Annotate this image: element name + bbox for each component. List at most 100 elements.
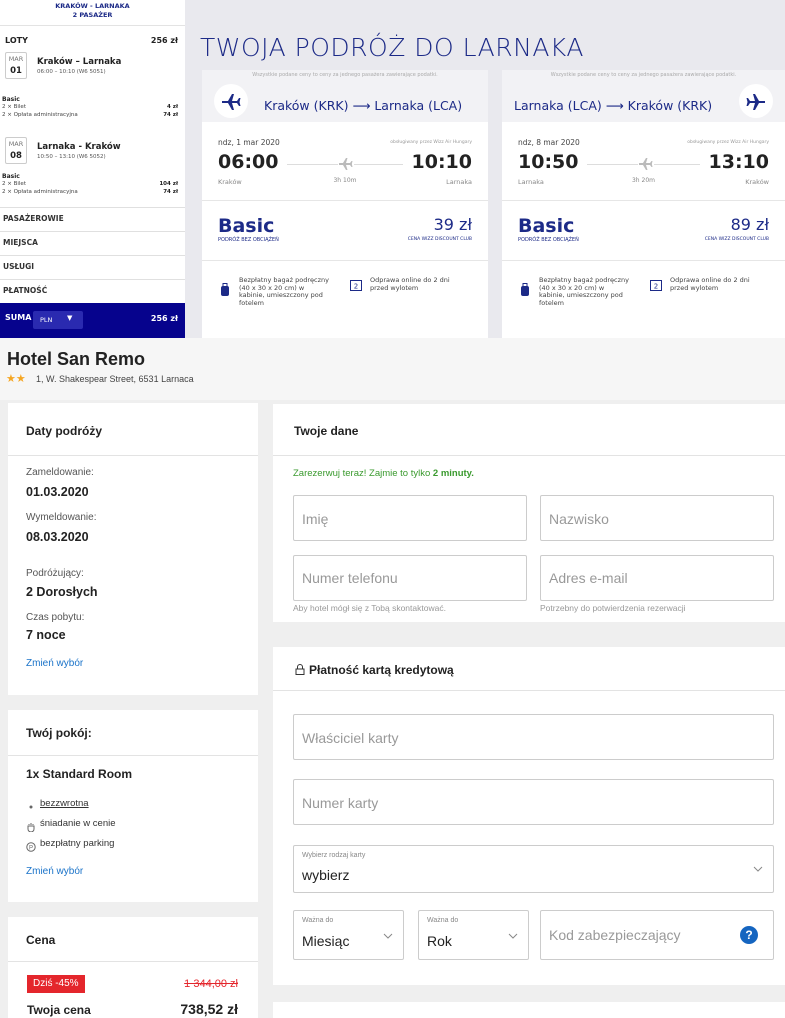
small-plane-glyph <box>639 158 653 170</box>
price-note: Wszystkie podane ceny to ceny za jednego… <box>252 72 438 78</box>
checkin-icon: 2 <box>350 276 362 295</box>
operator: obsługiwany przez Wizz Air Hungary <box>687 140 769 145</box>
feature: śniadanie w cenie <box>40 818 116 829</box>
arrival-time: 10:10 <box>411 151 472 173</box>
checkin-info: Odprawa online do 2 dni przed wylotem <box>370 276 450 292</box>
holder-input[interactable]: Właściciel karty <box>293 714 774 760</box>
month-select[interactable]: Ważna do Miesiąc <box>293 910 404 960</box>
old-price: 1 344,00 zł <box>184 978 238 990</box>
bag-icon-glyph <box>221 283 229 296</box>
flight-section: KRAKÓW - LARNAKA 2 PASAŻER LOTY 256 zł S… <box>0 0 785 338</box>
svg-text:P: P <box>29 846 33 852</box>
placeholder: Nazwisko <box>549 511 609 527</box>
hint: Aby hotel mógł się z Tobą skontaktować. <box>293 603 446 613</box>
select-value: wybierz <box>302 867 350 883</box>
currency: PLN <box>40 316 53 324</box>
item-price: 74 zł <box>163 112 178 118</box>
flight-details: 10:50 – 13:10 (W6 5052) <box>37 154 106 160</box>
field-label: Wymeldowanie: <box>26 512 97 523</box>
summary-passengers: 2 PASAŻER <box>72 11 113 19</box>
email-input[interactable]: Adres e-mail <box>540 555 774 601</box>
plane-icon <box>739 84 773 118</box>
change-link[interactable]: Zmień wybór <box>26 866 84 877</box>
cvv-input[interactable]: Kod zabezpieczający ? <box>540 910 774 960</box>
total: 256 zł <box>150 314 178 323</box>
placeholder: Numer telefonu <box>302 570 398 586</box>
duration: 3h 10m <box>333 177 357 184</box>
select-value: Rok <box>427 933 452 949</box>
feature-icon: P <box>26 839 36 857</box>
bag-icon-glyph <box>521 283 529 296</box>
room-name: 1x Standard Room <box>26 767 133 781</box>
checkin-icon-glyph: 2 <box>350 280 362 291</box>
select-label: Wybierz rodzaj karty <box>302 852 366 859</box>
svg-text:2: 2 <box>354 283 358 291</box>
flights-total: 256 zł <box>150 36 178 45</box>
hint: Potrzebny do potwierdzenia rezerwacji <box>540 603 686 613</box>
price-label: Twoja cena <box>27 1003 91 1017</box>
field-value: 2 Dorosłych <box>26 585 98 599</box>
section-label: MIEJSCA <box>3 238 38 247</box>
placeholder: Numer karty <box>302 795 379 811</box>
dates-panel: Daty podróży Zmień wybór Zameldowanie: 01… <box>8 403 258 695</box>
price: 738,52 zł <box>180 1001 238 1017</box>
year-select[interactable]: Ważna do Rok <box>418 910 529 960</box>
baggage-info: Bezpłatny bagaż podręczny (40 x 30 x 20 … <box>539 276 629 307</box>
item-price: 4 zł <box>167 104 178 110</box>
field-value: 08.03.2020 <box>26 530 89 544</box>
placeholder: Właściciel karty <box>302 730 399 746</box>
dropdown-arrow: ▼ <box>67 314 73 322</box>
feature-icon <box>26 819 36 837</box>
flight-card: Wszystkie podane ceny to ceny za jednego… <box>202 70 488 338</box>
svg-text:2: 2 <box>654 283 658 291</box>
trip-title: TWOJA PODRÓŻ DO LARNAKA <box>200 33 584 62</box>
fare-price: 89 zł <box>730 215 769 234</box>
fare-subtitle: PODRÓŻ BEZ OBCIĄŻEŃ <box>518 237 579 243</box>
day: 08 <box>10 151 22 161</box>
baggage-info: Bezpłatny bagaż podręczny (40 x 30 x 20 … <box>239 276 329 307</box>
checkin-icon: 2 <box>650 276 662 295</box>
price-subtitle: CENA WIZZ DISCOUNT CLUB <box>407 237 472 242</box>
chevron <box>383 933 393 939</box>
chevron <box>753 866 763 872</box>
card-route: Larnaka (LCA) ⟶ Kraków (KRK) <box>514 98 713 113</box>
card-header: Wszystkie podane ceny to ceny za jednego… <box>502 70 785 122</box>
price-panel: Cena Dziś -45% 1 344,00 zł Twoja cena 73… <box>8 917 258 1018</box>
departure-time: 10:50 <box>518 151 579 173</box>
small-plane <box>638 156 654 172</box>
plane-icon-glyph <box>222 94 241 110</box>
arrival-time: 13:10 <box>708 151 769 173</box>
select-value: Miesiąc <box>302 933 350 949</box>
flight-route: Kraków – Larnaka <box>37 57 122 67</box>
divider <box>502 200 785 201</box>
first-name-input[interactable]: Imię <box>293 495 527 541</box>
card-route: Kraków (KRK) ⟶ Larnaka (LCA) <box>264 98 463 113</box>
last-name-input[interactable]: Nazwisko <box>540 495 774 541</box>
section-label: PŁATNOŚĆ <box>3 286 48 295</box>
date-box: MAR 08 <box>5 137 27 164</box>
fare-subtitle: PODRÓŻ BEZ OBCIĄŻEŃ <box>218 237 279 243</box>
divider <box>0 255 185 256</box>
field-label: Podróżujący: <box>26 568 84 579</box>
item-label: 2 × Opłata administracyjna <box>2 112 78 118</box>
panel-title: Cena <box>26 933 56 947</box>
hotel-address: 1, W. Shakespear Street, 6531 Larnaca <box>36 374 194 384</box>
card-type-select[interactable]: Wybierz rodzaj karty wybierz <box>293 845 774 893</box>
currency-select[interactable]: PLN ▼ <box>33 311 83 329</box>
feature-icon-glyph <box>29 805 33 809</box>
promo: Zarezerwuj teraz! Zajmie to tylko 2 minu… <box>293 468 474 479</box>
payment-title: Płatność kartą kredytową <box>309 663 454 677</box>
placeholder: Kod zabezpieczający <box>549 927 681 943</box>
help-icon[interactable]: ? <box>740 926 758 944</box>
phone-input[interactable]: Numer telefonu <box>293 555 527 601</box>
hotel-header: Hotel San Remo ★★ 1, W. Shakespear Stree… <box>0 338 785 400</box>
price-subtitle: CENA WIZZ DISCOUNT CLUB <box>704 237 769 242</box>
small-plane <box>338 156 354 172</box>
item-label: 2 × Bilet <box>2 181 26 187</box>
flights-label: LOTY <box>5 36 28 45</box>
departure-city: Kraków <box>218 178 242 186</box>
item-price: 74 zł <box>163 189 178 195</box>
placeholder: Imię <box>302 511 329 527</box>
card-number-input[interactable]: Numer karty <box>293 779 774 825</box>
change-link[interactable]: Zmień wybór <box>26 658 84 669</box>
